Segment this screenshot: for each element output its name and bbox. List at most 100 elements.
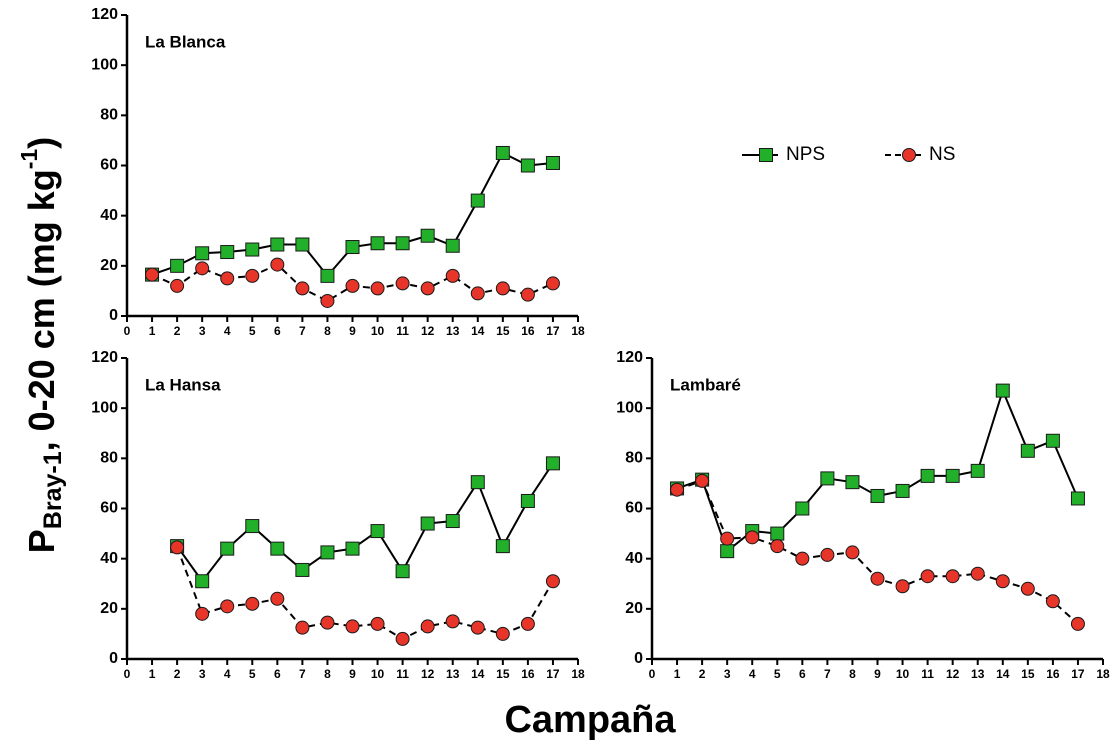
- marker-square: [470, 475, 485, 490]
- marker-square: [495, 539, 510, 554]
- y-tick-label: 20: [100, 257, 118, 274]
- marker-circle: [945, 569, 960, 584]
- y-tick-label: 100: [91, 399, 118, 416]
- marker-square: [759, 148, 773, 162]
- x-tick-label: 4: [224, 324, 231, 338]
- x-tick-label: 1: [674, 667, 681, 681]
- marker-square: [545, 456, 560, 471]
- x-tick-label: 18: [571, 667, 585, 681]
- marker-square: [545, 155, 560, 170]
- x-tick-label: 9: [349, 667, 356, 681]
- marker-square: [295, 562, 310, 577]
- marker-square: [320, 268, 335, 283]
- x-tick-label: 10: [371, 324, 385, 338]
- marker-circle: [395, 631, 410, 646]
- x-tick-label: 3: [724, 667, 731, 681]
- y-tick-label: 40: [100, 207, 118, 224]
- marker-circle: [170, 278, 185, 293]
- marker-square: [970, 463, 985, 478]
- marker-square: [520, 158, 535, 173]
- marker-circle: [545, 574, 560, 589]
- x-axis-label: Campaña: [504, 699, 676, 741]
- x-tick-label: 16: [521, 324, 535, 338]
- marker-circle: [1020, 581, 1035, 596]
- x-tick-label: 2: [699, 667, 706, 681]
- y-tick-label: 60: [100, 500, 118, 517]
- marker-circle: [320, 293, 335, 308]
- x-tick-label: 8: [324, 667, 331, 681]
- marker-circle: [270, 257, 285, 272]
- marker-circle: [545, 276, 560, 291]
- marker-square: [520, 493, 535, 508]
- marker-square: [220, 245, 235, 260]
- marker-square: [170, 258, 185, 273]
- marker-square: [320, 545, 335, 560]
- y-tick-label: 80: [100, 107, 118, 124]
- marker-square: [420, 516, 435, 531]
- marker-circle: [495, 281, 510, 296]
- marker-square: [995, 383, 1010, 398]
- x-tick-label: 1: [149, 324, 156, 338]
- y-tick-label: 120: [91, 349, 118, 366]
- marker-square: [245, 519, 260, 534]
- marker-circle: [320, 615, 335, 630]
- legend-label: NPS: [786, 144, 825, 165]
- marker-circle: [495, 626, 510, 641]
- marker-circle: [220, 599, 235, 614]
- x-tick-label: 12: [946, 667, 960, 681]
- marker-circle: [370, 616, 385, 631]
- y-tick-label: 60: [625, 500, 643, 517]
- x-tick-label: 0: [124, 667, 131, 681]
- marker-square: [445, 238, 460, 253]
- y-tick-label: 80: [625, 450, 643, 467]
- marker-square: [420, 228, 435, 243]
- marker-square: [270, 541, 285, 556]
- x-tick-label: 0: [649, 667, 656, 681]
- marker-square: [820, 471, 835, 486]
- x-tick-label: 2: [174, 667, 181, 681]
- series-line: [176, 462, 554, 583]
- marker-square: [495, 145, 510, 160]
- marker-circle: [845, 545, 860, 560]
- x-tick-label: 18: [1096, 667, 1110, 681]
- y-tick-label: 120: [91, 6, 118, 23]
- y-tick-label: 60: [100, 157, 118, 174]
- x-tick-label: 6: [274, 667, 281, 681]
- x-tick-label: 12: [421, 324, 435, 338]
- marker-circle: [270, 591, 285, 606]
- x-tick-label: 6: [274, 324, 281, 338]
- y-tick-label: 80: [100, 450, 118, 467]
- marker-square: [895, 483, 910, 498]
- marker-circle: [370, 281, 385, 296]
- marker-circle: [295, 281, 310, 296]
- x-tick-label: 9: [349, 324, 356, 338]
- marker-circle: [145, 267, 160, 282]
- marker-square: [370, 524, 385, 539]
- marker-square: [270, 237, 285, 252]
- x-tick-label: 16: [1046, 667, 1060, 681]
- marker-circle: [170, 540, 185, 555]
- marker-square: [395, 236, 410, 251]
- y-label-sub: Bray-1: [39, 451, 67, 529]
- marker-circle: [520, 616, 535, 631]
- x-tick-label: 2: [174, 324, 181, 338]
- x-tick-label: 8: [324, 324, 331, 338]
- marker-square: [795, 501, 810, 516]
- panel-title: La Blanca: [145, 32, 226, 51]
- marker-circle: [345, 619, 360, 634]
- x-tick-label: 4: [224, 667, 231, 681]
- y-tick-label: 20: [625, 600, 643, 617]
- marker-square: [345, 240, 360, 255]
- panel-title: Lambaré: [670, 375, 741, 394]
- marker-square: [245, 242, 260, 257]
- marker-square: [1045, 433, 1060, 448]
- y-tick-label: 0: [109, 307, 118, 324]
- marker-square: [470, 193, 485, 208]
- x-tick-label: 14: [996, 667, 1010, 681]
- marker-square: [1070, 491, 1085, 506]
- x-tick-label: 11: [396, 324, 409, 338]
- marker-square: [370, 236, 385, 251]
- legend-label: NS: [929, 144, 955, 165]
- x-tick-label: 14: [471, 324, 485, 338]
- x-tick-label: 1: [149, 667, 156, 681]
